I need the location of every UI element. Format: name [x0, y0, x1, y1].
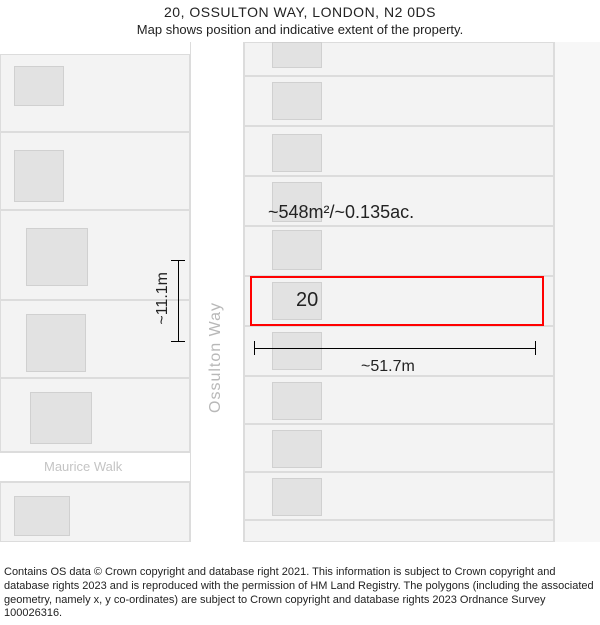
- building-left-4: [30, 392, 92, 444]
- parcel-right-10: [244, 520, 554, 542]
- page-subtitle: Map shows position and indicative extent…: [0, 22, 600, 37]
- building-right-9: [272, 478, 322, 516]
- building-right-0: [272, 42, 322, 68]
- building-left-3: [26, 314, 86, 372]
- building-right-4: [272, 230, 322, 270]
- width-measure-label: ~51.7m: [361, 358, 415, 376]
- height-measure-label: ~11.1m: [154, 272, 172, 325]
- building-left-0: [14, 66, 64, 106]
- copyright-footer: Contains OS data © Crown copyright and d…: [4, 566, 596, 621]
- road-label-ossulton-way: Ossulton Way: [207, 302, 225, 413]
- building-left-1: [14, 150, 64, 202]
- map-canvas: Ossulton Way Maurice Walk 20 ~51.7m ~11.1m ~5…: [0, 42, 600, 542]
- house-number-label: 20: [296, 289, 318, 312]
- building-left-5: [14, 496, 70, 536]
- page-title: 20, OSSULTON WAY, LONDON, N2 0DS: [0, 4, 600, 20]
- building-right-2: [272, 134, 322, 172]
- building-right-1: [272, 82, 322, 120]
- building-left-2: [26, 228, 88, 286]
- adjacent-parcel-strip: [554, 42, 600, 542]
- road-vertical: [190, 42, 244, 542]
- height-measure-line: [178, 260, 179, 342]
- building-right-6: [272, 332, 322, 370]
- parcel-left-4: [0, 378, 190, 452]
- building-right-8: [272, 430, 322, 468]
- highlighted-property: [250, 276, 544, 326]
- header: 20, OSSULTON WAY, LONDON, N2 0DS Map sho…: [0, 0, 600, 37]
- road-label-maurice-walk: Maurice Walk: [44, 459, 122, 474]
- building-right-7: [272, 382, 322, 420]
- area-label: ~548m²/~0.135ac.: [268, 202, 414, 223]
- width-measure-line: [254, 348, 536, 349]
- page-root: 20, OSSULTON WAY, LONDON, N2 0DS Map sho…: [0, 0, 600, 625]
